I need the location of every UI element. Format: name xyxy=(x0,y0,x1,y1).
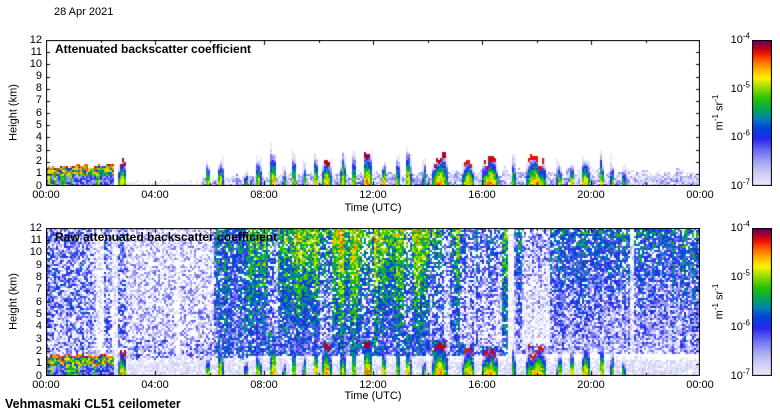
y-tick-label: 12 xyxy=(29,33,42,46)
y-tick-label: 4 xyxy=(35,130,42,143)
colorbar-top-panel xyxy=(752,40,772,186)
date-label: 28 Apr 2021 xyxy=(54,6,114,18)
x-tick-label: 08:00 xyxy=(250,189,278,201)
y-tick-label: 6 xyxy=(35,106,42,119)
y-tick-label: 2 xyxy=(35,344,42,357)
x-tick-label: 16:00 xyxy=(468,379,496,391)
colorbar-tick-label: 10-4 xyxy=(730,31,750,46)
x-tick-label: 00:00 xyxy=(32,189,60,201)
panel-title-raw: Raw attenuated backscatter coefficient xyxy=(55,230,278,244)
y-tick-label: 7 xyxy=(35,94,42,107)
y-tick-label: 9 xyxy=(35,258,42,271)
x-tick-label: 00:00 xyxy=(686,379,714,391)
y-tick-label: 0 xyxy=(35,179,42,192)
y-tick-label: 2 xyxy=(35,155,42,168)
y-tick-label: 6 xyxy=(35,295,42,308)
colorbar-tick-label: 10-6 xyxy=(730,128,750,144)
y-tick-label: 7 xyxy=(35,283,42,296)
panel-title-attenuated: Attenuated backscatter coefficient xyxy=(55,42,252,56)
y-tick-label: 10 xyxy=(29,57,42,70)
attenuated-backscatter-heatmap xyxy=(46,40,700,186)
x-tick-label: 12:00 xyxy=(359,189,387,201)
y-tick-label: 11 xyxy=(30,45,42,58)
colorbar-tick-label: 10-7 xyxy=(730,367,750,382)
colorbar-tick-label: 10-5 xyxy=(730,80,750,95)
x-tick-label: 20:00 xyxy=(577,379,605,391)
x-axis-label-bottom-panel: Time (UTC) xyxy=(344,390,402,402)
raw-backscatter-heatmap xyxy=(46,228,700,376)
y-tick-label: 1 xyxy=(35,357,42,370)
attenuated-backscatter-panel: Attenuated backscatter coefficient xyxy=(46,40,700,186)
instrument-label: Vehmasmaki CL51 ceilometer xyxy=(5,397,181,411)
y-tick-label: 8 xyxy=(35,270,42,283)
y-tick-label: 8 xyxy=(35,82,42,95)
colorbar-tick-label: 10-7 xyxy=(730,177,750,192)
x-tick-label: 00:00 xyxy=(686,189,714,201)
x-tick-label: 04:00 xyxy=(141,189,169,201)
y-tick-label: 3 xyxy=(35,143,42,155)
x-tick-label: 16:00 xyxy=(468,189,496,201)
colorbar-tick-label: 10-5 xyxy=(730,268,750,284)
y-tick-label: 5 xyxy=(35,118,42,131)
y-tick-label: 10 xyxy=(29,246,42,259)
y-tick-label: 1 xyxy=(35,167,42,180)
y-axis-label-bottom-panel: Height (km) xyxy=(7,273,20,330)
y-tick-label: 11 xyxy=(30,233,42,246)
y-tick-label: 3 xyxy=(35,332,42,345)
y-tick-label: 5 xyxy=(35,307,42,320)
colorbar-tick-label: 10-6 xyxy=(730,318,750,333)
x-tick-label: 00:00 xyxy=(32,379,60,391)
y-tick-label: 9 xyxy=(35,70,42,82)
x-axis-label-top-panel: Time (UTC) xyxy=(344,202,402,214)
x-tick-label: 04:00 xyxy=(141,379,169,391)
y-tick-label: 12 xyxy=(29,221,42,234)
y-tick-label: 0 xyxy=(35,369,42,382)
colorbar-bottom-panel xyxy=(752,228,772,376)
y-axis-label-top-panel: Height (km) xyxy=(7,84,20,141)
colorbar-unit-bottom-panel: m-1 sr-1 xyxy=(710,283,726,320)
y-tick-label: 4 xyxy=(35,320,42,333)
x-tick-label: 12:00 xyxy=(359,379,387,391)
x-tick-label: 08:00 xyxy=(250,379,278,391)
raw-backscatter-panel: Raw attenuated backscatter coefficient xyxy=(46,228,700,376)
x-tick-label: 20:00 xyxy=(577,189,605,201)
colorbar-unit-top-panel: m-1 sr-1 xyxy=(710,94,726,131)
colorbar-tick-label: 10-4 xyxy=(730,219,750,234)
